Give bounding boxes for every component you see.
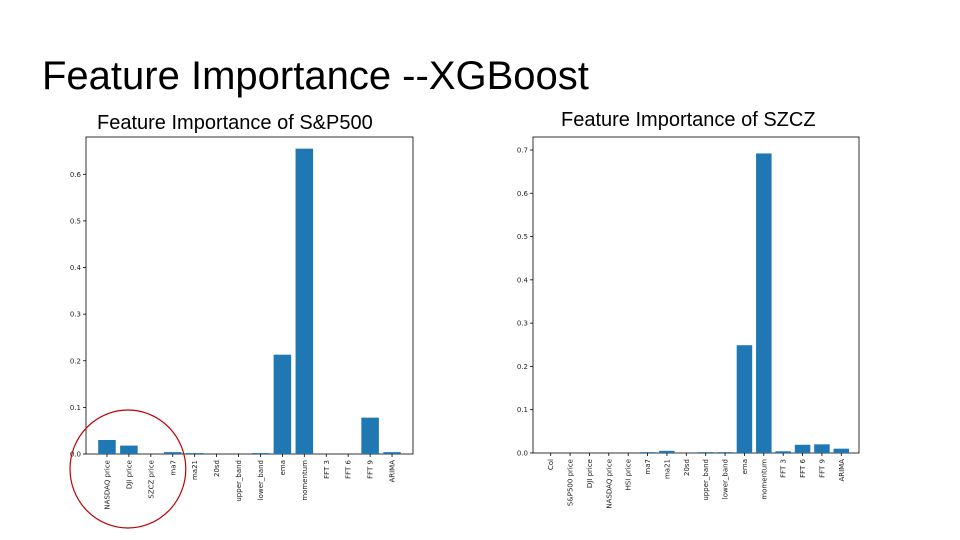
- szcz-ytick-label: 0.3: [517, 320, 528, 328]
- szcz-ytick-label: 0.4: [517, 276, 529, 284]
- szcz-category-label: DJI price: [586, 459, 594, 488]
- szcz-ytick-label: 0.0: [517, 450, 528, 458]
- sp500-axes-frame: [85, 136, 414, 455]
- szcz-ytick-label: 0.5: [517, 233, 528, 241]
- sp500-bar: [383, 452, 401, 454]
- sp500-bar: [273, 354, 292, 454]
- szcz-category-label: upper_band: [702, 459, 710, 501]
- szcz-axes-frame: [532, 136, 860, 454]
- szcz-category-label: Col: [547, 459, 555, 470]
- sp500-bar: [163, 452, 182, 454]
- sp500-bar: [120, 445, 138, 454]
- sp500-bar: [185, 453, 204, 454]
- sp500-category-label: ma7: [169, 460, 177, 476]
- szcz-category-label: ma21: [663, 459, 671, 479]
- szcz-bar: [639, 452, 656, 453]
- szcz-category-label: ma7: [644, 459, 652, 475]
- szcz-bar: [756, 153, 772, 453]
- szcz-bar: [659, 450, 675, 453]
- szcz-bar: [717, 452, 733, 453]
- szcz-category-label: NASDAQ price: [605, 459, 613, 509]
- sp500-bar: [295, 148, 314, 454]
- sp500-ytick-label: 0.0: [70, 451, 81, 459]
- sp500-category-label: FFT 3: [323, 460, 331, 479]
- highlight-ellipse: [69, 409, 187, 529]
- szcz-category-label: lower_band: [722, 459, 730, 499]
- szcz-category-label: FFT 9: [818, 459, 826, 478]
- chart-title-sp500: Feature Importance of S&P500: [97, 112, 373, 134]
- szcz-category-label: 20sd: [683, 459, 691, 476]
- szcz-ytick-label: 0.7: [517, 146, 528, 154]
- szcz-bar: [814, 444, 830, 453]
- szcz-category-label: ema: [741, 459, 749, 474]
- sp500-ytick-label: 0.6: [70, 171, 82, 179]
- sp500-bar: [98, 440, 116, 454]
- sp500-ytick-label: 0.5: [70, 217, 81, 225]
- szcz-bar: [833, 448, 850, 453]
- sp500-ytick-label: 0.1: [70, 404, 81, 412]
- sp500-ytick-label: 0.4: [70, 264, 82, 272]
- sp500-category-label: DJI price: [125, 460, 133, 489]
- slide-title: Feature Importance --XGBoost: [42, 54, 589, 98]
- sp500-category-label: SZCZ price: [147, 460, 155, 499]
- szcz-bar: [775, 451, 791, 453]
- sp500-category-label: ARIMA: [389, 460, 397, 483]
- szcz-bar: [794, 444, 811, 453]
- szcz-ytick-label: 0.1: [517, 406, 528, 414]
- sp500-category-label: FFT 6: [345, 459, 353, 478]
- sp500-bar: [361, 417, 379, 454]
- sp500-ytick-label: 0.3: [70, 311, 81, 319]
- szcz-category-label: S&P500 price: [567, 459, 575, 506]
- sp500-category-label: FFT 9: [367, 460, 375, 479]
- szcz-ytick-label: 0.6: [517, 190, 529, 198]
- sp500-category-label: lower_band: [257, 460, 265, 500]
- szcz-bar: [736, 345, 753, 453]
- szcz-category-label: HSI price: [625, 459, 633, 490]
- chart-title-szcz: Feature Importance of SZCZ: [561, 109, 816, 131]
- szcz-category-label: FFT 3: [780, 459, 788, 478]
- sp500-category-label: 20sd: [213, 460, 221, 477]
- sp500-bar: [251, 453, 270, 454]
- sp500-ytick-label: 0.2: [70, 357, 81, 365]
- szcz-category-label: FFT 6: [799, 458, 807, 477]
- szcz-bar: [697, 452, 714, 453]
- sp500-category-label: ma21: [191, 460, 199, 480]
- szcz-category-label: ARIMA: [838, 459, 846, 482]
- szcz-category-label: momentum: [760, 459, 768, 500]
- sp500-category-label: NASDAQ price: [103, 460, 111, 510]
- sp500-category-label: ema: [279, 460, 287, 475]
- szcz-ytick-label: 0.2: [517, 363, 528, 371]
- sp500-category-label: upper_band: [235, 460, 243, 502]
- sp500-category-label: momentum: [301, 460, 309, 501]
